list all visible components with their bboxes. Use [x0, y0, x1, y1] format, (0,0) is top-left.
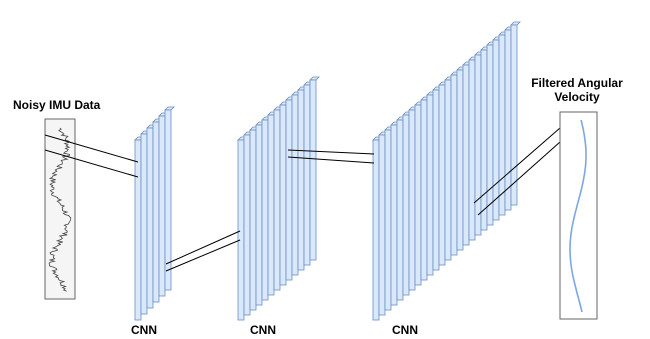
cnn-block-3-slab-face: [492, 39, 500, 221]
cnn-block-3-slab-face: [480, 49, 488, 231]
cnn-block-3-slab-face: [408, 109, 416, 291]
cnn-block-3-slab-face: [486, 44, 494, 226]
cnn-block-3-slab: [510, 21, 521, 206]
cnn-block-3-slab-face: [504, 29, 512, 211]
cnn-block-3-slab-face: [426, 94, 434, 276]
cnn-block-2-slab-face: [255, 124, 263, 306]
cnn-label-3: CNN: [392, 323, 418, 337]
cnn-block-1-slab-face: [146, 127, 154, 309]
cnn-block-3-slab-face: [414, 104, 422, 286]
cnn-block-1-slab: [164, 106, 175, 291]
connector-cnn1-to-cnn2-a: [165, 230, 241, 265]
cnn-block-2: [237, 76, 320, 321]
connector-input-to-cnn1-a: [44, 134, 139, 163]
cnn-block-3-slab-face: [438, 84, 446, 266]
connector-lines: [44, 127, 561, 272]
output-label: Filtered Angular Velocity: [522, 76, 632, 104]
output-label-line2: Velocity: [554, 90, 600, 104]
cnn-block-2-slab: [309, 76, 320, 261]
cnn-block-3-slab-face: [420, 99, 428, 281]
connector-cnn3-to-output-a: [473, 127, 561, 204]
cnn-block-2-slab-face: [267, 114, 275, 296]
cnn-block-2-slab-face: [249, 129, 257, 311]
cnn-block-3-slab-face: [390, 124, 398, 306]
connector-cnn2-to-cnn3-b: [287, 156, 375, 164]
cnn-block-1-slab-face: [134, 139, 142, 321]
output-box: [559, 111, 598, 320]
cnn-block-1: [134, 106, 175, 321]
cnn-block-3-slab-face: [372, 139, 380, 321]
cnn-block-1-slab-face: [140, 133, 148, 315]
input-label: Noisy IMU Data: [13, 98, 101, 112]
cnn-block-2-slab-face: [291, 94, 299, 276]
noisy-signal: [48, 127, 72, 292]
filtered-signal: [569, 119, 587, 313]
connector-cnn3-to-output-b: [477, 141, 561, 216]
cnn-block-3-slab-face: [450, 74, 458, 256]
cnn-label-1: CNN: [131, 323, 157, 337]
cnn-block-3-slab-face: [396, 119, 404, 301]
cnn-block-3-slab-face: [468, 59, 476, 241]
cnn-block-2-slab-face: [237, 139, 245, 321]
cnn-block-2-slab-face: [297, 89, 305, 271]
cnn-block-1-slab-face: [158, 115, 166, 297]
cnn-block-3-slab-face: [384, 129, 392, 311]
cnn-block-1-slab-face: [152, 121, 160, 303]
connector-input-to-cnn1-b: [44, 149, 139, 178]
cnn-block-3-slab-face: [378, 134, 386, 316]
cnn-block-2-slab-face: [261, 119, 269, 301]
input-box-frame: [44, 118, 76, 300]
cnn-block-3-slab-face: [498, 34, 506, 216]
connector-cnn2-to-cnn3-a: [287, 149, 375, 155]
input-box: [44, 118, 76, 300]
cnn-block-2-slab-top: [309, 76, 320, 81]
cnn-label-2: CNN: [250, 323, 276, 337]
cnn-block-2-slab-face: [303, 84, 311, 266]
cnn-block-3-slab-face: [510, 24, 518, 206]
cnn-block-1-slab-face: [164, 109, 172, 291]
cnn-block-2-slab-face: [279, 104, 287, 286]
cnn-block-2-slab-face: [309, 79, 317, 261]
cnn-block-3-slab-face: [462, 64, 470, 246]
connector-cnn1-to-cnn2-b: [165, 239, 241, 272]
output-label-line1: Filtered Angular: [531, 76, 623, 90]
cnn-block-3-slab-face: [474, 54, 482, 236]
cnn-block-2-slab-face: [243, 134, 251, 316]
cnn-block-3: [372, 21, 521, 321]
cnn-block-2-slab-face: [273, 109, 281, 291]
cnn-block-3-slab-face: [402, 114, 410, 296]
cnn-block-1-slab-top: [164, 106, 175, 111]
cnn-block-3-slab-face: [432, 89, 440, 271]
cnn-block-2-slab-face: [285, 99, 293, 281]
cnn-block-3-slab-top: [510, 21, 521, 26]
output-box-frame: [559, 111, 598, 320]
cnn-block-3-slab-face: [444, 79, 452, 261]
cnn-block-3-slab-face: [456, 69, 464, 251]
